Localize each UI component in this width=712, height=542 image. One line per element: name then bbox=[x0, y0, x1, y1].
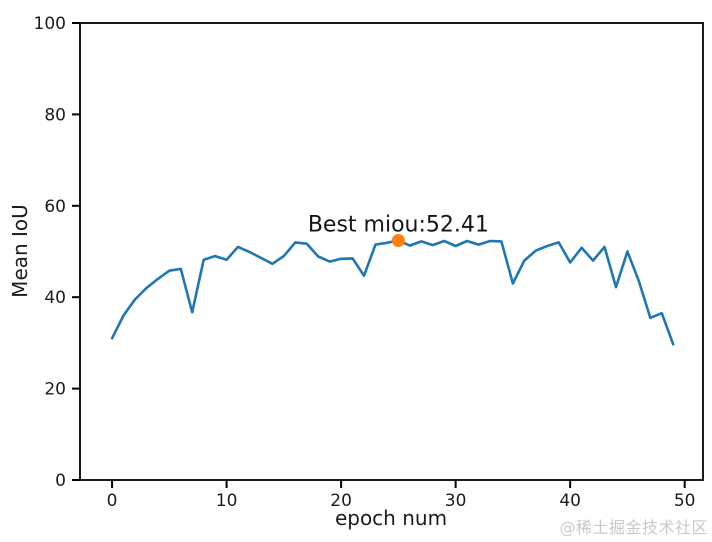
x-tick-label: 20 bbox=[330, 491, 352, 511]
x-tick-label: 30 bbox=[445, 491, 467, 511]
axes-frame bbox=[79, 22, 704, 481]
x-tick-label: 0 bbox=[107, 491, 118, 511]
watermark-text: @稀土掘金技术社区 bbox=[559, 518, 708, 537]
y-tick-label: 80 bbox=[44, 105, 66, 125]
y-tick-label: 60 bbox=[44, 197, 66, 217]
best-miou-annotation: Best miou:52.41 bbox=[308, 212, 489, 237]
y-tick-label: 100 bbox=[34, 14, 66, 34]
y-axis-label: Mean IoU bbox=[8, 204, 32, 298]
y-tick-label: 20 bbox=[44, 380, 66, 400]
y-tick-label: 0 bbox=[55, 471, 66, 491]
y-tick-label: 40 bbox=[44, 288, 66, 308]
x-tick-label: 40 bbox=[559, 491, 581, 511]
best-point-marker bbox=[391, 233, 405, 247]
x-tick-label: 50 bbox=[674, 491, 696, 511]
x-axis-label: epoch num bbox=[334, 506, 448, 530]
miou-line bbox=[110, 239, 675, 346]
x-tick-label: 10 bbox=[216, 491, 238, 511]
